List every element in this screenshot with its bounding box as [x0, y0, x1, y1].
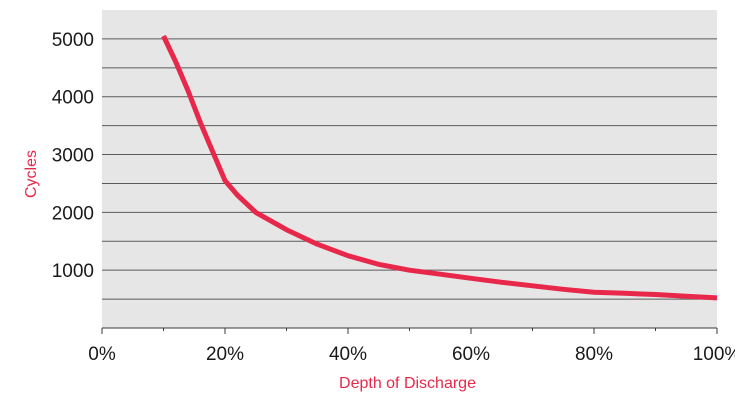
y-axis-title: Cycles [23, 150, 40, 198]
y-tick-label: 5000 [52, 30, 94, 51]
x-tick-label: 0% [88, 344, 116, 365]
y-tick-label: 3000 [52, 146, 94, 167]
gridlines [102, 38, 717, 300]
x-tick-label: 20% [206, 344, 244, 365]
y-tick-label: 4000 [52, 88, 94, 109]
x-tick-label: 80% [575, 344, 613, 365]
series-line [161, 34, 718, 301]
y-tick-label: 1000 [52, 261, 94, 282]
x-tick-label: 100% [693, 344, 735, 365]
y-tick-label: 2000 [52, 203, 94, 224]
x-axis-ticks: 0% 20% 40% 60% 80% 100% [88, 328, 735, 365]
x-tick-label: 40% [329, 344, 367, 365]
x-tick-label: 60% [452, 344, 490, 365]
plot-area [102, 10, 717, 328]
y-axis-tick-labels: 1000 2000 3000 4000 5000 [52, 30, 94, 282]
x-axis-title: Depth of Discharge [339, 375, 476, 392]
